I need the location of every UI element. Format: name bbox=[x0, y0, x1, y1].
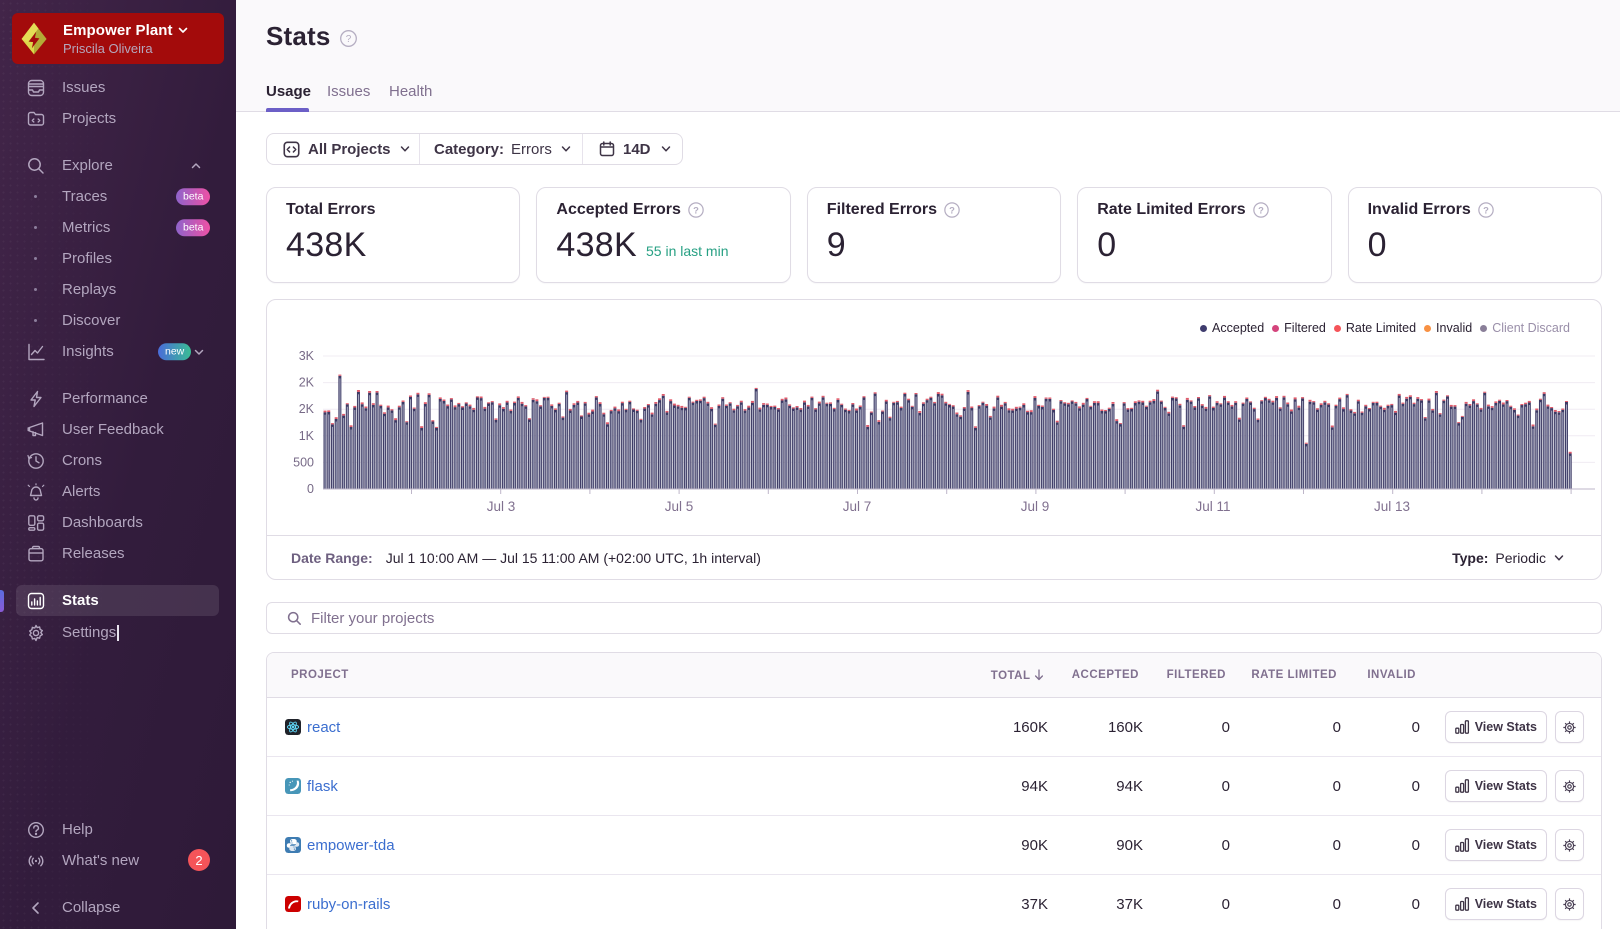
svg-text:Jul 11: Jul 11 bbox=[1195, 499, 1230, 514]
svg-text:Jul 13: Jul 13 bbox=[1374, 499, 1410, 514]
svg-text:?: ? bbox=[1258, 204, 1264, 215]
svg-text:1K: 1K bbox=[299, 429, 315, 443]
svg-text:Jul 7: Jul 7 bbox=[843, 499, 872, 514]
svg-text:?: ? bbox=[693, 204, 699, 215]
svg-text:Jul 5: Jul 5 bbox=[665, 499, 694, 514]
svg-text:?: ? bbox=[1483, 204, 1489, 215]
svg-text:500: 500 bbox=[293, 455, 314, 469]
svg-text:?: ? bbox=[949, 204, 955, 215]
svg-text:2K: 2K bbox=[299, 376, 315, 390]
svg-text:?: ? bbox=[346, 34, 352, 45]
svg-text:3K: 3K bbox=[299, 349, 315, 363]
svg-text:Jul 9: Jul 9 bbox=[1021, 499, 1050, 514]
svg-text:2K: 2K bbox=[299, 402, 315, 416]
svg-text:0: 0 bbox=[307, 482, 314, 496]
svg-text:Jul 3: Jul 3 bbox=[487, 499, 516, 514]
